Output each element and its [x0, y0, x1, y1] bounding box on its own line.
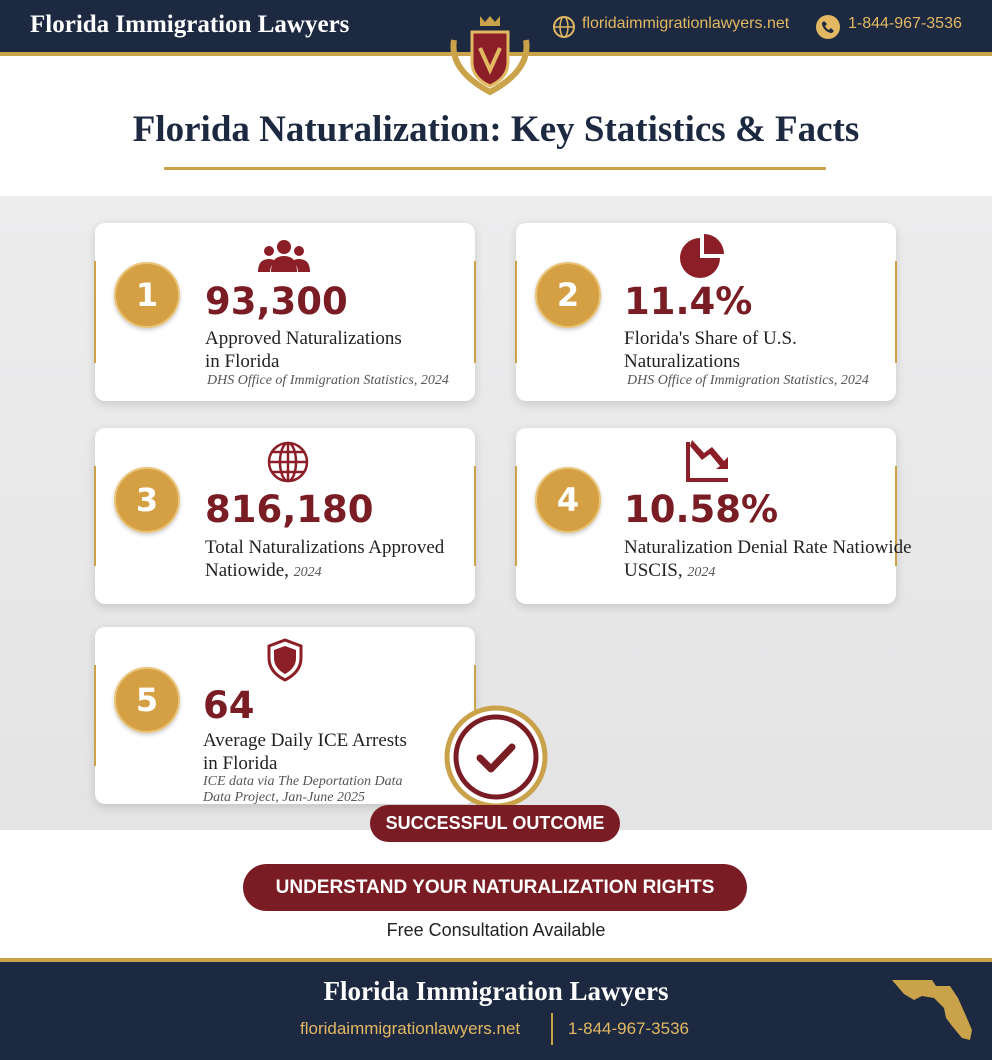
stat-label: Natiowide,: [205, 560, 289, 581]
stat-value: 11.4%: [624, 280, 753, 323]
cta-button[interactable]: UNDERSTAND YOUR NATURALIZATION RIGHTS: [243, 864, 747, 911]
stat-label: in Florida: [205, 351, 280, 372]
stat-value: 10.58%: [624, 488, 779, 531]
globe-icon: [553, 16, 575, 38]
cta-note: Free Consultation Available: [386, 920, 606, 940]
stat-number: 1: [114, 262, 180, 328]
stat-label: in Florida: [203, 753, 278, 774]
stat-number: 5: [114, 667, 180, 733]
footer: [0, 958, 992, 1060]
logo: [450, 16, 530, 96]
stat-source: ICE data via The Deportation Data: [203, 774, 403, 789]
header-phone[interactable]: 1-844-967-3536: [848, 15, 962, 32]
stat-label: Natiowide, 2024: [205, 559, 322, 582]
stat-label: Approved Naturalizations: [205, 328, 402, 349]
header-website[interactable]: floridaimmigrationlawyers.net: [582, 15, 790, 32]
check-badge: [444, 705, 548, 809]
stat-source: DHS Office of Immigration Statistics, 20…: [207, 373, 449, 388]
stat-label: Total Naturalizations Approved: [205, 537, 445, 558]
phone-icon: [816, 15, 840, 39]
footer-phone[interactable]: 1-844-967-3536: [568, 1019, 689, 1038]
stat-label: Florida's Share of U.S.: [624, 328, 797, 349]
trend-down-icon: [686, 440, 728, 482]
stat-source: 2024: [293, 565, 322, 580]
stat-label: Naturalization Denial Rate Natiowide: [624, 537, 912, 558]
people-icon: [258, 240, 310, 272]
outcome-badge: SUCCESSFUL OUTCOME: [370, 805, 620, 842]
stat-label: USCIS, 2024: [624, 559, 715, 582]
stat-value: 64: [203, 684, 255, 727]
main-title: Florida Naturalization: Key Statistics &…: [132, 109, 860, 150]
globe-icon: [267, 441, 309, 483]
stat-label: USCIS,: [624, 560, 683, 581]
title-rule: [164, 167, 826, 170]
stat-label: Naturalizations: [624, 351, 741, 372]
stat-label: Average Daily ICE Arrests: [203, 730, 407, 751]
stat-number: 4: [535, 467, 601, 533]
stat-number: 3: [114, 467, 180, 533]
footer-website[interactable]: floridaimmigrationlawyers.net: [300, 1019, 521, 1038]
footer-divider: [551, 1013, 553, 1045]
florida-map: [892, 980, 972, 1040]
stat-source: DHS Office of Immigration Statistics, 20…: [627, 373, 869, 388]
stat-value: 93,300: [205, 280, 348, 323]
shield-icon: [267, 638, 303, 682]
pie-icon: [680, 234, 724, 278]
stat-number: 2: [535, 262, 601, 328]
header-brand: Florida Immigration Lawyers: [30, 11, 350, 38]
stat-value: 816,180: [205, 488, 374, 531]
footer-brand: Florida Immigration Lawyers: [323, 976, 669, 1006]
stat-source: Data Project, Jan-June 2025: [203, 790, 365, 805]
stat-source: 2024: [687, 565, 716, 580]
